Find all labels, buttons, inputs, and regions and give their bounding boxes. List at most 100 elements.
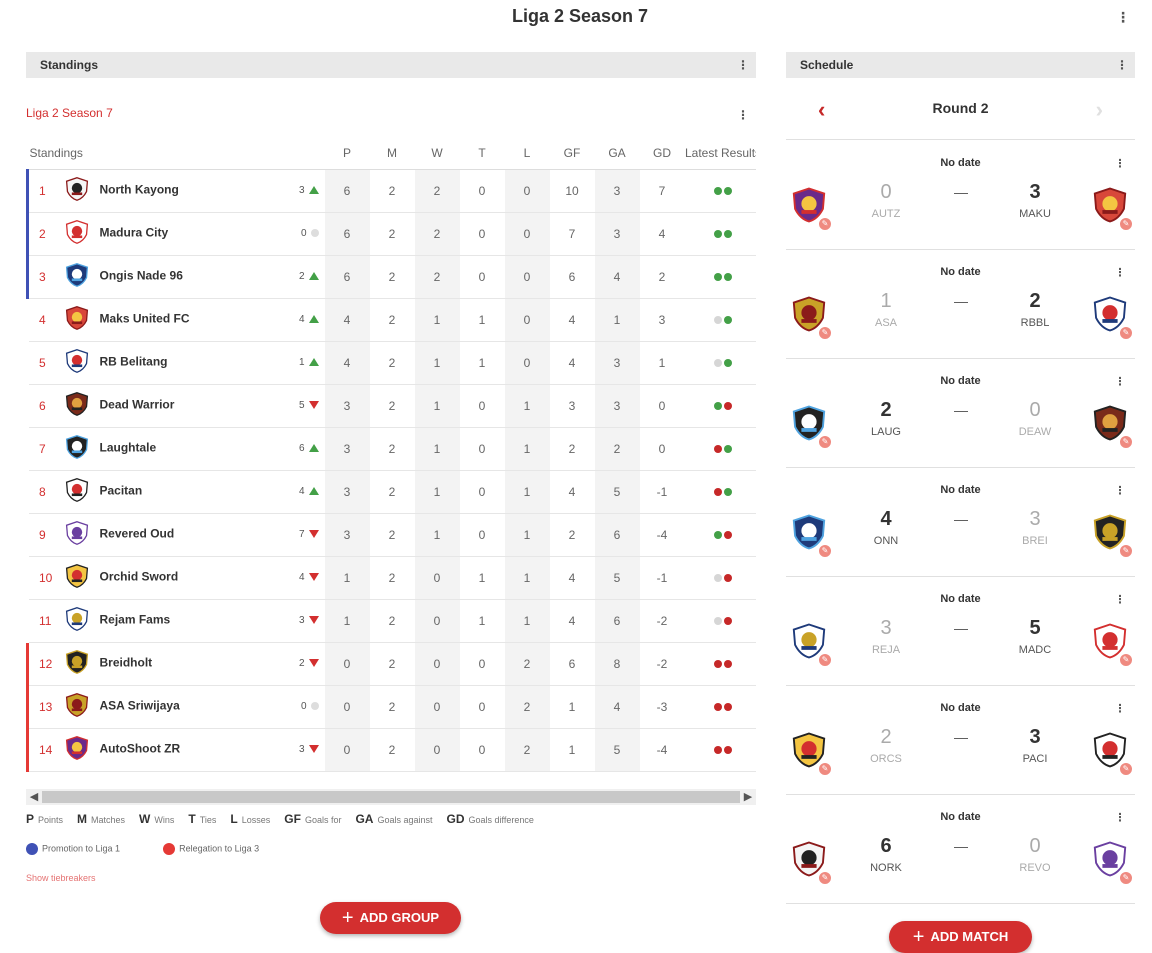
edit-icon[interactable]: ✎	[818, 544, 832, 558]
table-row[interactable]: 11 Rejam Fams 3 1 2 0 1 1 4 6 -2	[27, 599, 756, 643]
match-more-icon[interactable]: ⋮	[1114, 812, 1126, 824]
orchid-sword-logo[interactable]: ✎	[790, 731, 832, 776]
group-title[interactable]: Liga 2 Season 7	[26, 106, 113, 120]
edit-icon[interactable]: ✎	[818, 653, 832, 667]
edit-icon[interactable]: ✎	[1119, 544, 1133, 558]
team-cell[interactable]: Pacitan	[63, 470, 294, 514]
team-cell[interactable]: RB Belitang	[63, 341, 294, 385]
stat-p: 3	[324, 427, 370, 471]
match-card[interactable]: No date ⋮ ✎ 4 ONN — 3 BREI ✎	[786, 468, 1135, 577]
previous-round-icon[interactable]: ‹	[818, 97, 826, 122]
match-more-icon[interactable]: ⋮	[1114, 594, 1126, 606]
team-cell[interactable]: Laughtale	[63, 427, 294, 471]
trend-down-icon	[308, 659, 319, 668]
match-more-icon[interactable]: ⋮	[1114, 376, 1126, 388]
match-more-icon[interactable]: ⋮	[1114, 703, 1126, 715]
edit-icon[interactable]: ✎	[818, 871, 832, 885]
team-cell[interactable]: Rejam Fams	[63, 599, 294, 643]
match-card[interactable]: No date ⋮ ✎ 6 NORK — 0 REVO ✎	[786, 795, 1135, 904]
match-more-icon[interactable]: ⋮	[1114, 485, 1126, 497]
table-row[interactable]: 4 Maks United FC 4 4 2 1 1 0 4 1 3	[27, 298, 756, 342]
match-card[interactable]: No date ⋮ ✎ 0 AUTZ — 3 MAKU ✎	[786, 141, 1135, 250]
team-cell[interactable]: ASA Sriwijaya	[63, 685, 294, 729]
next-round-icon[interactable]: ›	[1095, 97, 1103, 122]
round-label: Round 2	[932, 100, 989, 116]
stat-p: 0	[324, 728, 370, 772]
scroll-right-icon[interactable]: ▶	[743, 791, 753, 803]
team-cell[interactable]: Ongis Nade 96	[63, 255, 294, 299]
match-card[interactable]: No date ⋮ ✎ 1 ASA — 2 RBBL ✎	[786, 250, 1135, 359]
breidholt-logo	[64, 649, 90, 678]
dead-warrior-logo[interactable]: ✎	[1091, 404, 1133, 449]
edit-icon[interactable]: ✎	[818, 217, 832, 231]
north-kayong-logo[interactable]: ✎	[790, 840, 832, 885]
table-row[interactable]: 5 RB Belitang 1 4 2 1 1 0 4 3 1	[27, 341, 756, 385]
group-more-icon[interactable]: ⋮	[737, 108, 749, 122]
rb-belitang-logo[interactable]: ✎	[1091, 295, 1133, 340]
team-cell[interactable]: North Kayong	[63, 169, 294, 213]
table-row[interactable]: 8 Pacitan 4 3 2 1 0 1 4 5 -1	[27, 470, 756, 514]
previous-position: 6	[298, 443, 305, 454]
edit-icon[interactable]: ✎	[818, 326, 832, 340]
team-cell[interactable]: Breidholt	[63, 642, 294, 686]
table-row[interactable]: 2 Madura City 0 6 2 2 0 0 7 3 4	[26, 212, 756, 256]
table-row[interactable]: 7 Laughtale 6 3 2 1 0 1 2 2 0	[27, 427, 756, 471]
madura-city-logo[interactable]: ✎	[1091, 622, 1133, 667]
table-row[interactable]: 6 Dead Warrior 5 3 2 1 0 1 3 3 0	[27, 384, 756, 428]
breidholt-logo[interactable]: ✎	[1091, 513, 1133, 558]
add-match-button[interactable]: + ADD MATCH	[889, 921, 1032, 953]
table-row[interactable]: 12 Breidholt 2 0 2 0 0 2 6 8 -2	[26, 642, 756, 686]
rejam-fams-logo	[64, 606, 90, 635]
asa-sriwijaya-logo[interactable]: ✎	[790, 295, 832, 340]
edit-icon[interactable]: ✎	[1119, 435, 1133, 449]
match-card[interactable]: No date ⋮ ✎ 3 REJA — 5 MADC ✎	[786, 577, 1135, 686]
team-cell[interactable]: Orchid Sword	[63, 556, 294, 600]
show-tiebreakers-link[interactable]: Show tiebreakers	[26, 873, 96, 883]
team-position: 5	[27, 341, 64, 385]
edit-icon[interactable]: ✎	[1119, 653, 1133, 667]
table-row[interactable]: 10 Orchid Sword 4 1 2 0 1 1 4 5 -1	[27, 556, 756, 600]
standings-table-container[interactable]: Standings P M W T L GF GA GD Latest Resu…	[26, 138, 756, 772]
page-more-icon[interactable]: ⋮	[1116, 9, 1130, 25]
stat-m: 2	[369, 169, 415, 213]
pacitan-logo[interactable]: ✎	[1091, 731, 1133, 776]
result-tie-icon	[714, 316, 723, 325]
team-cell[interactable]: Revered Oud	[63, 513, 294, 557]
schedule-more-icon[interactable]: ⋮	[1116, 58, 1128, 72]
table-row[interactable]: 1 North Kayong 3 6 2 2 0 0 10 3 7	[26, 169, 756, 213]
legend-key: M	[77, 812, 88, 826]
laughtale-logo[interactable]: ✎	[790, 404, 832, 449]
match-more-icon[interactable]: ⋮	[1114, 158, 1126, 170]
team-cell[interactable]: AutoShoot ZR	[63, 728, 294, 772]
scroll-left-icon[interactable]: ◀	[29, 791, 39, 803]
add-group-button[interactable]: + ADD GROUP	[320, 902, 461, 934]
away-team-code: BREI	[1022, 535, 1048, 547]
match-card[interactable]: No date ⋮ ✎ 2 LAUG — 0 DEAW ✎	[786, 359, 1135, 468]
team-cell[interactable]: Dead Warrior	[63, 384, 294, 428]
edit-icon[interactable]: ✎	[1119, 762, 1133, 776]
edit-icon[interactable]: ✎	[1119, 326, 1133, 340]
edit-icon[interactable]: ✎	[1119, 217, 1133, 231]
match-card[interactable]: No date ⋮ ✎ 2 ORCS — 3 PACI ✎	[786, 686, 1135, 795]
edit-icon[interactable]: ✎	[818, 762, 832, 776]
ongis-nade-logo[interactable]: ✎	[790, 513, 832, 558]
maks-united-logo[interactable]: ✎	[1091, 186, 1133, 231]
table-row[interactable]: 14 AutoShoot ZR 3 0 2 0 0 2 1 5 -4	[26, 728, 756, 772]
table-row[interactable]: 13 ASA Sriwijaya 0 0 2 0 0 2 1 4 -3	[26, 685, 756, 729]
table-row[interactable]: 3 Ongis Nade 96 2 6 2 2 0 0 6 4 2	[26, 255, 756, 299]
table-row[interactable]: 9 Revered Oud 7 3 2 1 0 1 2 6 -4	[27, 513, 756, 557]
table-horizontal-scrollbar[interactable]: ◀ ▶	[26, 789, 756, 805]
revered-oud-logo[interactable]: ✎	[1091, 840, 1133, 885]
team-cell[interactable]: Madura City	[63, 212, 294, 256]
scrollbar-thumb[interactable]	[42, 791, 740, 803]
autoshoot-zr-logo[interactable]: ✎	[790, 186, 832, 231]
rejam-fams-logo[interactable]: ✎	[790, 622, 832, 667]
edit-icon[interactable]: ✎	[818, 435, 832, 449]
match-more-icon[interactable]: ⋮	[1114, 267, 1126, 279]
edit-icon[interactable]: ✎	[1119, 871, 1133, 885]
previous-position: 1	[298, 357, 305, 368]
asa-sriwijaya-logo	[64, 692, 90, 721]
team-cell[interactable]: Maks United FC	[63, 298, 294, 342]
stat-w: 2	[414, 255, 460, 299]
standings-more-icon[interactable]: ⋮	[737, 58, 749, 72]
